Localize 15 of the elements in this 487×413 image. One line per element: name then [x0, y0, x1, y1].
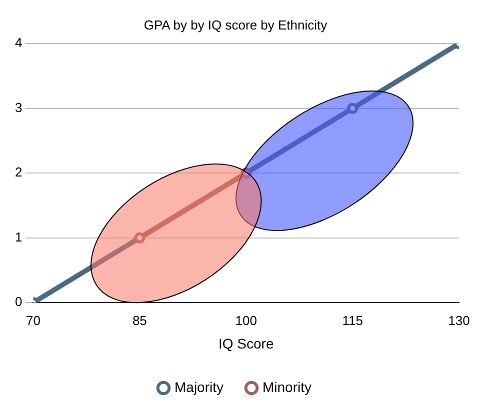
- legend-label: Minority: [262, 378, 312, 395]
- x-tick-label: 70: [26, 312, 40, 328]
- y-tick-label: 3: [14, 100, 22, 115]
- y-tick-label: 1: [14, 229, 22, 244]
- legend-label: Majority: [174, 378, 224, 395]
- x-tick-label: 100: [235, 312, 257, 328]
- y-tick-label: 4: [14, 35, 22, 50]
- x-tick-label: 115: [342, 312, 363, 328]
- chart-title: GPA by by IQ score by Ethnicity: [144, 17, 328, 32]
- y-tick-label: 2: [14, 164, 22, 180]
- point: [134, 232, 146, 244]
- x-tick-label: 85: [132, 312, 147, 328]
- x-tick-label: 130: [448, 312, 470, 328]
- x-axis-title: IQ Score: [218, 335, 274, 352]
- y-tick-label: 0: [14, 294, 22, 310]
